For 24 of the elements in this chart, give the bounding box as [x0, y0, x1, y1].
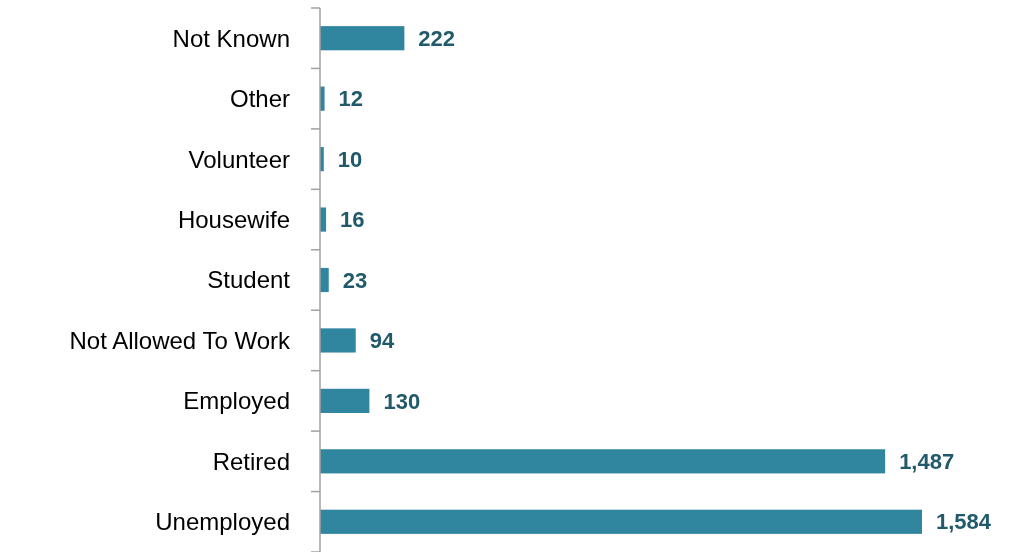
y-tick-label: Retired — [212, 447, 290, 475]
y-tick-label: Volunteer — [188, 145, 290, 173]
data-label: 1,487 — [899, 449, 955, 475]
bar — [320, 388, 370, 413]
data-label: 23 — [342, 267, 368, 293]
data-label: 12 — [338, 86, 364, 112]
y-tick-label: Unemployed — [155, 508, 290, 536]
bar — [320, 267, 329, 293]
data-label: 16 — [340, 207, 365, 233]
y-tick-label: Student — [207, 266, 291, 294]
data-label: 1,584 — [936, 509, 992, 535]
data-label: 222 — [418, 25, 456, 51]
data-label: 130 — [383, 388, 421, 414]
y-tick-label: Not Known — [172, 24, 290, 52]
y-tick-label: Not Allowed To Work — [69, 326, 291, 354]
y-tick-label: Employed — [183, 387, 290, 415]
data-label: 10 — [337, 146, 363, 172]
y-tick-label: Housewife — [177, 205, 290, 233]
bar — [320, 509, 922, 534]
data-label: 94 — [369, 328, 395, 354]
bar — [320, 26, 405, 51]
y-tick-label: Other — [229, 85, 290, 113]
bar — [320, 328, 356, 353]
bar — [320, 449, 886, 474]
